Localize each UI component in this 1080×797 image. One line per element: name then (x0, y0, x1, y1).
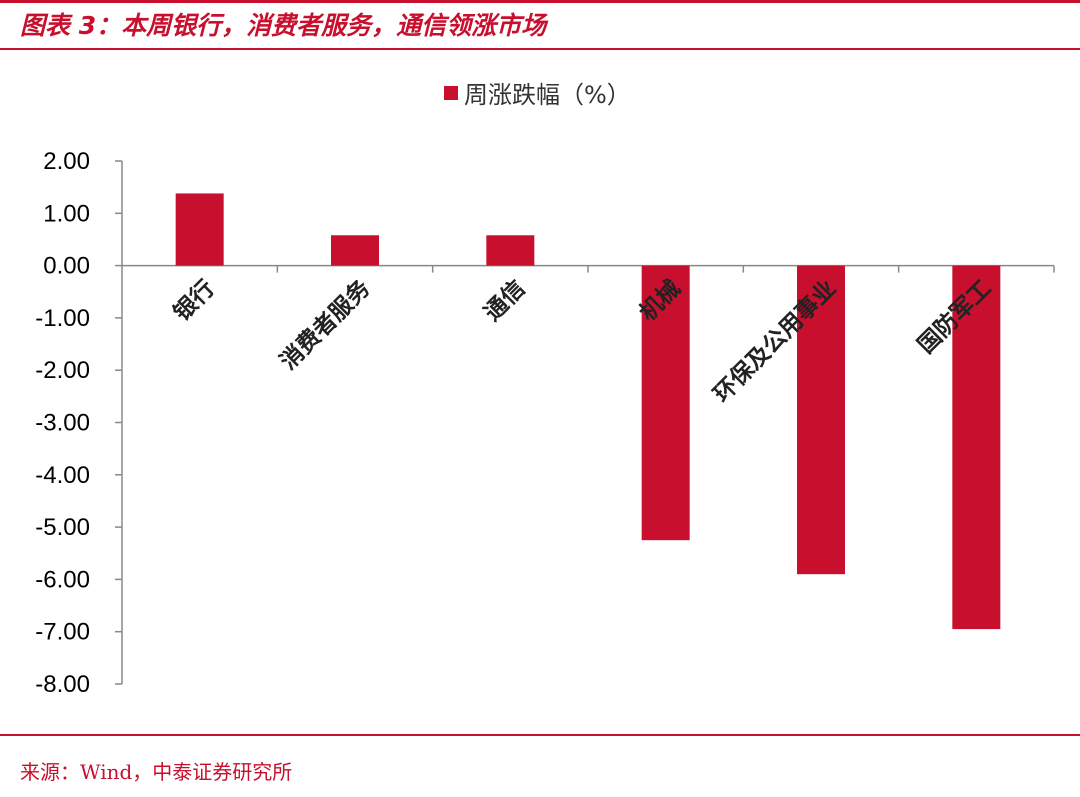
y-tick-label: -8.00 (35, 671, 90, 698)
bar (952, 265, 1001, 630)
legend-label: 周涨跌幅（%） (464, 81, 631, 109)
source-note: 来源：Wind，中泰证券研究所 (20, 760, 293, 784)
legend-swatch (444, 86, 458, 100)
bars (175, 193, 1001, 630)
y-tick-label: -6.00 (35, 566, 90, 593)
top-rule (0, 0, 1080, 3)
y-tick-label: 1.00 (43, 200, 90, 227)
y-tick-label: -2.00 (35, 357, 90, 384)
y-tick-label: -4.00 (35, 462, 90, 489)
bar (486, 235, 535, 266)
bar (641, 265, 690, 541)
y-tick-label: 2.00 (43, 148, 90, 175)
y-tick-label: -1.00 (35, 305, 90, 332)
bottom-rule (0, 734, 1080, 736)
category-label: 银行 (168, 275, 220, 327)
category-label: 通信 (479, 275, 531, 327)
axes (115, 160, 1055, 685)
bar (175, 193, 224, 266)
legend: 周涨跌幅（%） (444, 81, 631, 109)
y-tick-label: 0.00 (43, 253, 90, 280)
bar-chart: 周涨跌幅（%） 2.00 1.00 0.00 -1.00 -2.00 -3.00 -4.00… (35, 81, 1055, 698)
bar (797, 265, 845, 575)
y-tick-label: -7.00 (35, 619, 90, 646)
y-tick-label: -3.00 (35, 410, 90, 437)
bar (331, 235, 379, 266)
title-rule (0, 48, 1080, 50)
category-label: 消费者服务 (276, 275, 376, 375)
category-labels: 银行 消费者服务 通信 机械 环保及公用事业 国防军工 (168, 275, 996, 408)
y-tick-labels: 2.00 1.00 0.00 -1.00 -2.00 -3.00 -4.00 -5.00 -6.… (35, 148, 90, 698)
figure-title: 图表 3：本周银行，消费者服务，通信领涨市场 (20, 11, 547, 40)
y-tick-label: -5.00 (35, 514, 90, 541)
